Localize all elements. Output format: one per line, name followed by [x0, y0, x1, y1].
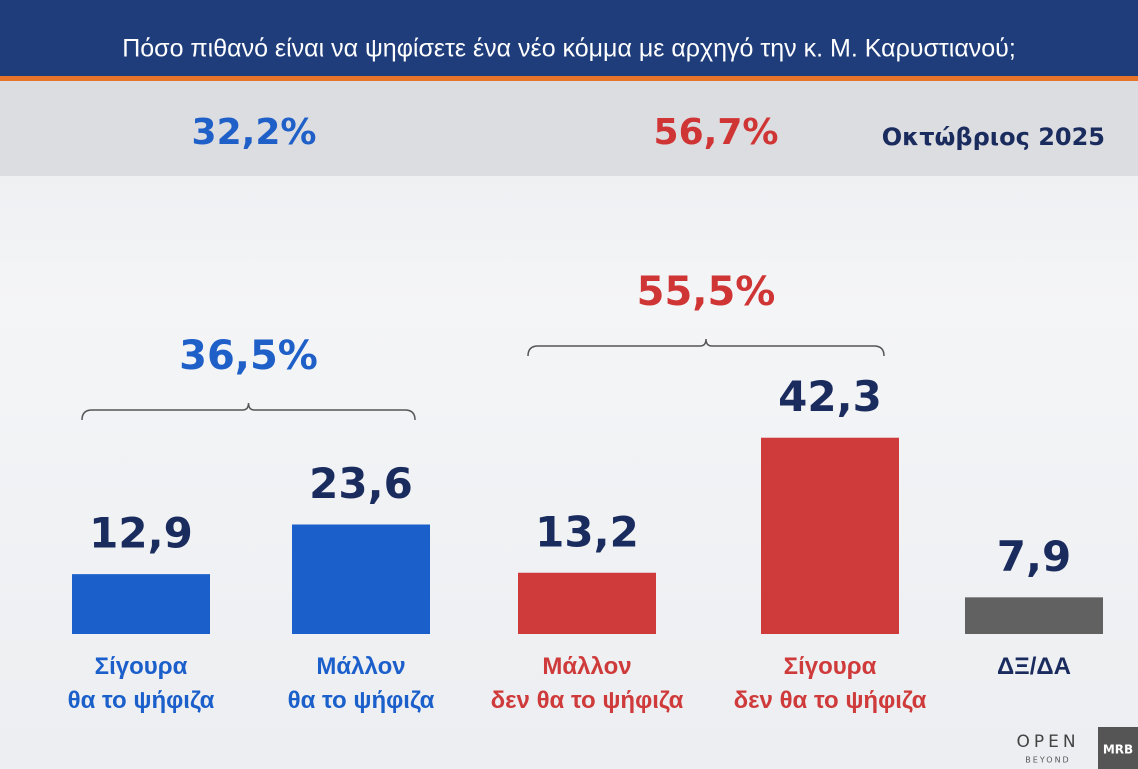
- logo-open: OPEN: [1016, 732, 1079, 752]
- category-label: Μάλλον θα το ψήφιζα: [287, 653, 435, 714]
- category-label: Σίγουρα δεν θα το ψήφιζα: [733, 653, 927, 714]
- logo-mrb: MRB: [1103, 743, 1133, 757]
- bracket-label: 36,5%: [179, 333, 318, 379]
- logo-mrb-box: [1098, 727, 1138, 769]
- title-underline: [0, 76, 1138, 81]
- logo-beyond: BEYOND: [1025, 756, 1070, 765]
- bar: [965, 597, 1103, 634]
- category-label: Μάλλον δεν θα το ψήφιζα: [490, 653, 684, 714]
- chart-title: Πόσο πιθανό είναι να ψηφίσετε ένα νέο κό…: [122, 35, 1016, 63]
- bracket: [527, 338, 885, 357]
- bar: [761, 437, 899, 634]
- date-label: Οκτώβριος 2025: [882, 123, 1105, 151]
- category-label: Σίγουρα θα το ψήφιζα: [67, 653, 215, 714]
- header-band: [0, 81, 1138, 176]
- bracket: [81, 402, 416, 421]
- total-label: 32,2%: [192, 112, 317, 153]
- value-label: 7,9: [997, 532, 1071, 581]
- bar: [292, 524, 430, 634]
- bracket-label: 55,5%: [637, 269, 776, 315]
- bar: [518, 572, 656, 634]
- value-label: 23,6: [309, 459, 413, 508]
- total-label: 56,7%: [654, 112, 779, 153]
- title-bar: [0, 0, 1138, 78]
- category-label: ΔΞ/ΔΑ: [997, 653, 1071, 680]
- bar: [72, 574, 210, 634]
- value-label: 42,3: [778, 372, 882, 421]
- value-label: 13,2: [535, 507, 639, 556]
- value-label: 12,9: [89, 509, 193, 558]
